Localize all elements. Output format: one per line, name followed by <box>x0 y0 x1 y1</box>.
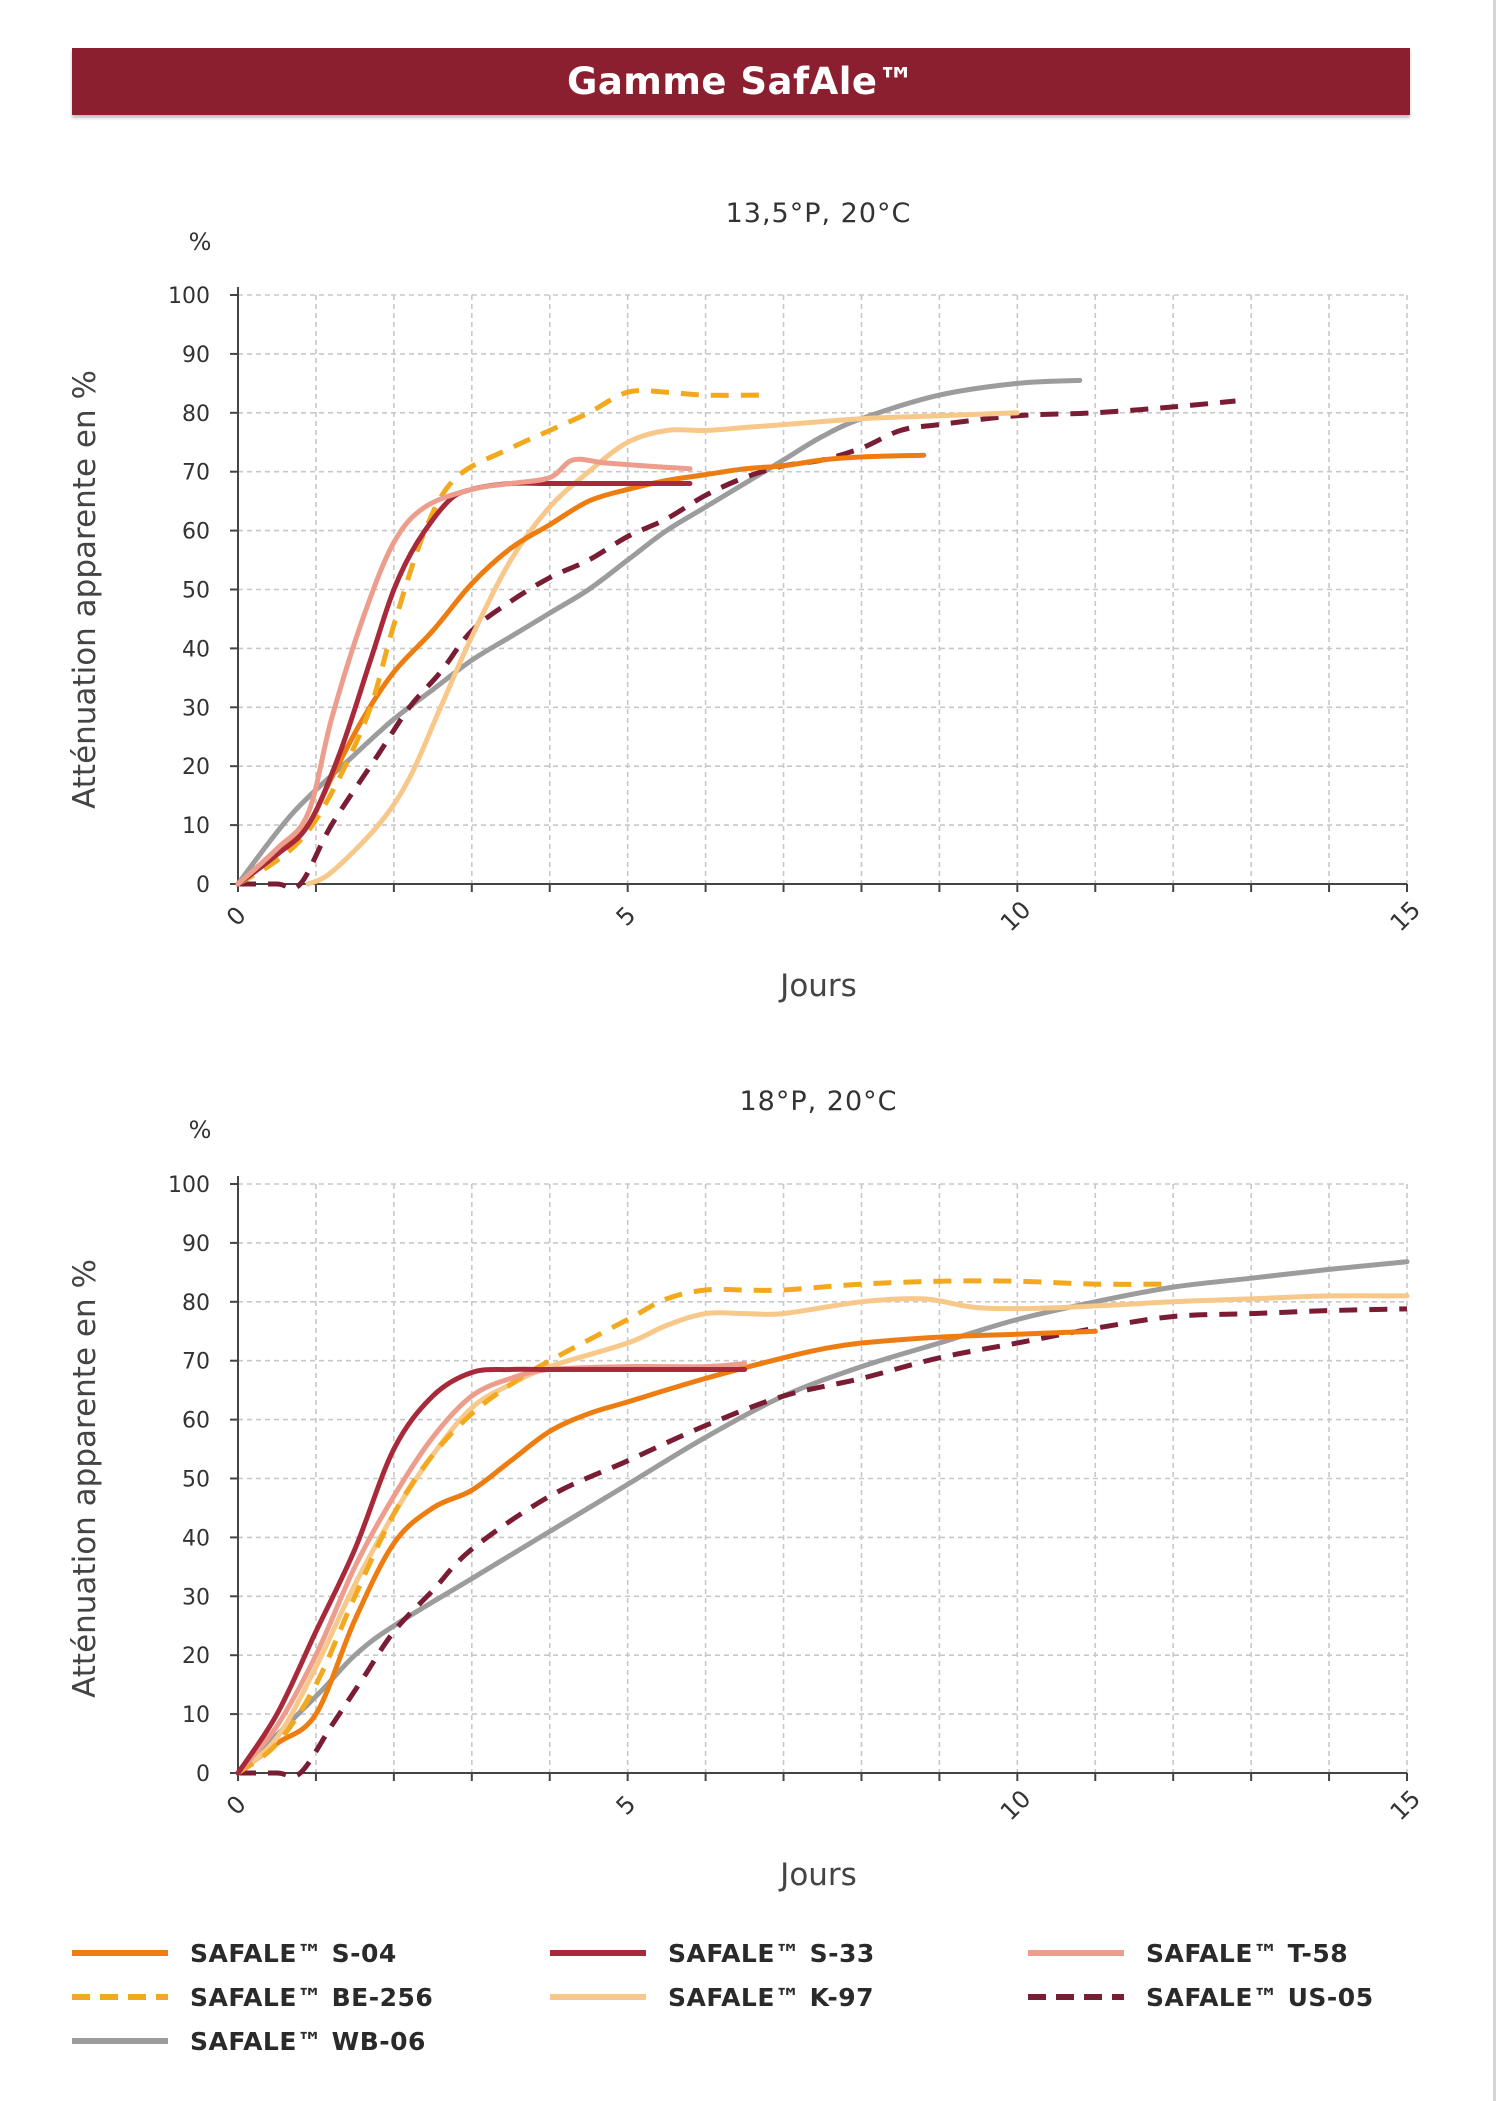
series-line-s33 <box>235 1366 748 1776</box>
series-line-be256 <box>236 388 768 887</box>
y-tick-label: 80 <box>182 1291 210 1316</box>
x-tick-label: 10 <box>995 1785 1036 1826</box>
y-tick-label: 30 <box>182 696 210 721</box>
series-line-wb06 <box>235 377 1083 887</box>
x-tick-label: 5 <box>611 1790 642 1821</box>
y-tick-label: 50 <box>182 1468 210 1493</box>
y-tick-label: 90 <box>182 343 210 368</box>
series-line-t58 <box>235 1361 748 1776</box>
y-tick-label: 50 <box>182 579 210 604</box>
y-tick-label: 0 <box>196 873 210 898</box>
y-axis-label: Atténuation apparente en % <box>67 370 103 809</box>
y-tick-label: 60 <box>182 520 210 545</box>
series-line-s33 <box>235 480 693 887</box>
series-line-k97 <box>305 410 1020 887</box>
chart-2: 18°P, 20°C% 0 10 20 30 40 50 60 70 80 90 100 0 5 10 15 J… <box>67 1086 1426 1893</box>
series-line-wb06 <box>235 1259 1410 1776</box>
y-tick-label: 100 <box>168 1173 210 1198</box>
x-axis-label: Jours <box>778 1857 857 1893</box>
y-unit-label: % <box>189 228 212 256</box>
y-tick-label: 20 <box>182 1644 210 1669</box>
y-tick-label: 0 <box>196 1762 210 1787</box>
x-tick-label: 15 <box>1385 1785 1426 1826</box>
y-axis-label: Atténuation apparente en % <box>67 1259 103 1698</box>
y-unit-label: % <box>189 1116 212 1144</box>
x-tick-label: 15 <box>1385 896 1426 937</box>
y-tick-label: 20 <box>182 755 210 780</box>
series-line-s04 <box>235 1328 1098 1776</box>
y-tick-label: 100 <box>168 284 210 309</box>
y-tick-label: 30 <box>182 1585 210 1610</box>
series-line-s04 <box>235 452 927 887</box>
y-tick-label: 10 <box>182 1703 210 1728</box>
series-line-us05 <box>238 398 1236 891</box>
y-tick-label: 60 <box>182 1409 210 1434</box>
chart-title: 13,5°P, 20°C <box>726 198 912 229</box>
series-line-k97 <box>235 1293 1410 1776</box>
series-line-t58 <box>235 456 693 887</box>
y-tick-label: 40 <box>182 637 210 662</box>
series-line-us05 <box>237 1306 1408 1779</box>
chart-title: 18°P, 20°C <box>739 1086 897 1117</box>
title-banner: Gamme SafAle™ <box>72 48 1410 115</box>
x-tick-label: 10 <box>995 896 1036 937</box>
y-tick-label: 70 <box>182 461 210 486</box>
series-line-be256 <box>236 1278 1174 1776</box>
y-tick-label: 10 <box>182 814 210 839</box>
x-tick-label: 0 <box>221 1790 252 1821</box>
y-tick-label: 80 <box>182 402 210 427</box>
x-tick-label: 0 <box>221 901 252 932</box>
x-tick-label: 5 <box>611 901 642 932</box>
page-title: Gamme SafAle™ <box>566 60 916 103</box>
y-tick-label: 40 <box>182 1526 210 1551</box>
chart-1: 13,5°P, 20°C% 0 10 20 30 40 50 60 70 80 90 100 0 5 10 1… <box>67 198 1426 1004</box>
x-axis-label: Jours <box>778 968 857 1004</box>
y-tick-label: 90 <box>182 1232 210 1257</box>
y-tick-label: 70 <box>182 1350 210 1375</box>
